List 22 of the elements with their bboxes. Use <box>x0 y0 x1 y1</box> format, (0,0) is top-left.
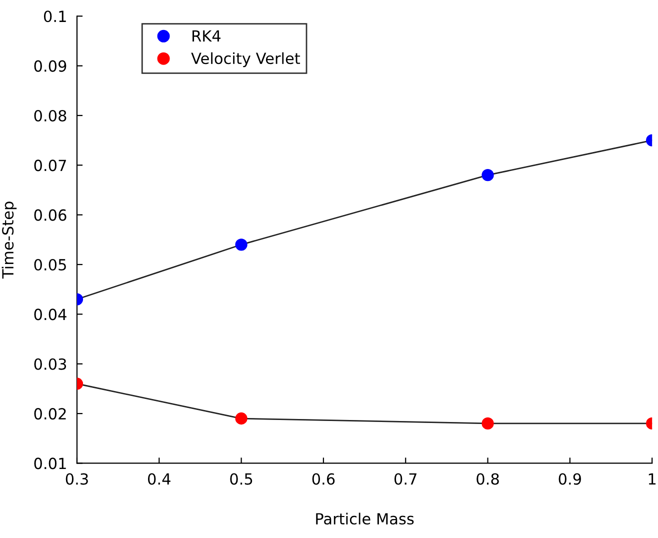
y-axis-title: Time-Step <box>2 202 17 279</box>
y-tick-label: 0.08 <box>34 110 66 122</box>
y-tick-label: 0.01 <box>34 458 66 470</box>
x-tick-label: 0.5 <box>230 473 252 485</box>
y-tick-label: 0.1 <box>44 10 66 22</box>
y-tick-label: 0.09 <box>34 60 66 72</box>
x-tick-label: 1 <box>648 473 656 485</box>
x-tick-label: 0.6 <box>312 473 335 485</box>
y-tick-label: 0.04 <box>34 308 66 320</box>
x-tick-label: 0.4 <box>148 473 170 485</box>
y-tick-label: 0.02 <box>34 408 66 420</box>
y-tick-label: 0.05 <box>34 258 66 271</box>
x-tick-label: 0.3 <box>66 473 88 485</box>
x-tick-label: 0.9 <box>558 473 581 485</box>
y-tick-label: 0.06 <box>34 209 66 221</box>
legend-label: Velocity Verlet <box>191 52 300 68</box>
y-tick-label: 0.07 <box>34 160 66 172</box>
x-tick-label: 0.8 <box>476 473 499 485</box>
x-tick-label: 0.7 <box>394 473 416 485</box>
y-tick-label: 0.03 <box>34 358 66 370</box>
x-axis-title: Particle Mass <box>316 512 414 525</box>
legend-label: RK4 <box>192 30 221 42</box>
